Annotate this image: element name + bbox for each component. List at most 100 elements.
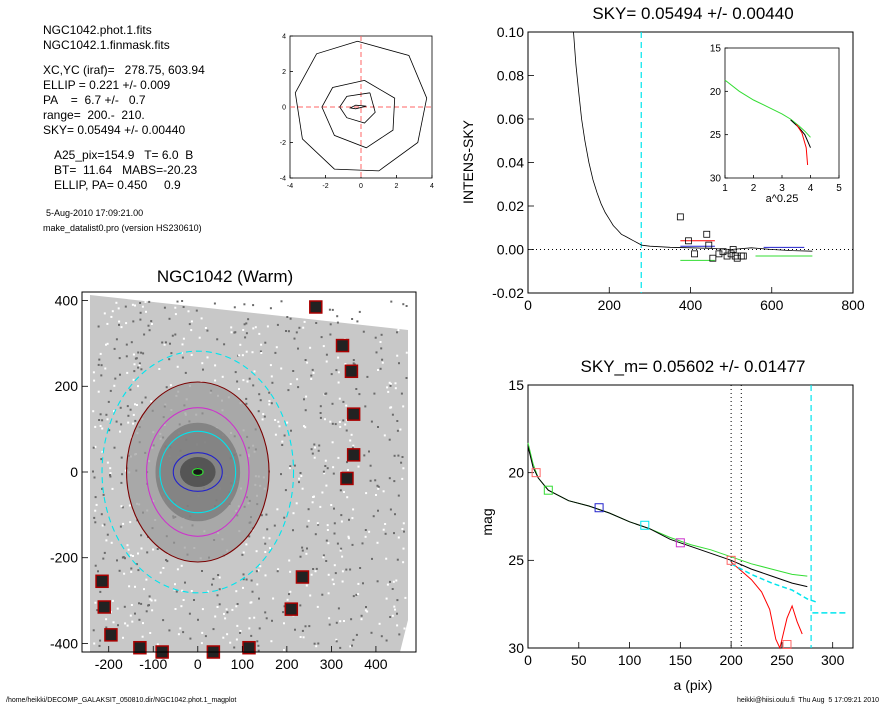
galaxy-noise-pixel xyxy=(100,458,103,461)
galaxy-noise-pixel xyxy=(109,475,112,478)
galaxy-noise-pixel xyxy=(100,513,103,516)
sky-ytick-label: 0.00 xyxy=(497,241,524,257)
galaxy-noise-pixel xyxy=(229,641,232,644)
galaxy-noise-pixel xyxy=(116,607,119,610)
galaxy-noise-pixel xyxy=(202,368,204,371)
galaxy-noise-pixel xyxy=(260,352,263,354)
galaxy-noise-pixel xyxy=(218,576,221,579)
galaxy-noise-pixel xyxy=(259,350,262,353)
galaxy-noise-pixel xyxy=(127,421,130,424)
galaxy-noise-pixel xyxy=(283,649,285,652)
galaxy-noise-pixel xyxy=(190,590,193,592)
galaxy-noise-pixel xyxy=(175,590,178,593)
galaxy-noise-pixel xyxy=(250,634,253,637)
galaxy-noise-pixel xyxy=(393,480,396,483)
galaxy-noise-pixel xyxy=(387,390,390,393)
galaxy-noise-pixel xyxy=(125,355,128,358)
galaxy-noise-pixel xyxy=(327,573,330,576)
galaxy-noise-pixel xyxy=(354,316,357,319)
mag-point xyxy=(640,520,650,530)
galaxy-noise-pixel xyxy=(333,522,336,525)
galaxy-noise-pixel xyxy=(280,473,282,476)
galaxy-noise-pixel xyxy=(218,588,221,591)
galaxy-noise-pixel xyxy=(357,593,360,596)
galaxy-noise-pixel xyxy=(370,420,373,423)
contour-chart: -4 -2 0 2 4 -4 -2 0 2 4 xyxy=(280,33,434,190)
galaxy-noise-pixel xyxy=(277,568,280,571)
galaxy-noise-pixel xyxy=(347,535,350,538)
galaxy-noise-pixel xyxy=(94,521,97,524)
galaxy-noise-pixel xyxy=(385,639,388,642)
galaxy-noise-pixel xyxy=(379,341,382,343)
galaxy-noise-pixel xyxy=(298,481,300,484)
galaxy-noise-pixel xyxy=(388,381,391,384)
contour-xtick-label: 0 xyxy=(359,183,363,190)
galaxy-noise-pixel xyxy=(358,393,361,396)
info-maskname: NGC1042.1.finmask.fits xyxy=(43,38,170,52)
galaxy-noise-pixel xyxy=(377,426,379,428)
galaxy-noise-pixel xyxy=(180,605,183,608)
galaxy-noise-pixel xyxy=(193,599,195,601)
sky-point xyxy=(676,213,684,221)
galaxy-noise-pixel xyxy=(332,472,335,475)
galaxy-noise-pixel xyxy=(106,322,109,325)
galaxy-noise-pixel xyxy=(292,370,295,372)
galaxy-noise-pixel xyxy=(339,646,342,649)
galaxy-noise-pixel xyxy=(271,381,274,384)
galaxy-noise-pixel xyxy=(265,617,268,620)
galaxy-noise-pixel xyxy=(144,301,147,303)
galaxy-noise-pixel xyxy=(238,388,240,390)
galaxy-noise-pixel xyxy=(242,379,245,382)
galaxy-noise-pixel xyxy=(134,585,136,588)
galaxy-noise-pixel xyxy=(174,313,177,316)
sky-chart-ylabel: INTENS-SKY xyxy=(460,119,476,204)
galaxy-noise-pixel xyxy=(233,646,236,649)
mag-point xyxy=(675,538,685,548)
galaxy-ytick-label: 400 xyxy=(55,292,79,308)
galaxy-noise-pixel xyxy=(239,630,242,632)
galaxy-noise-pixel xyxy=(134,419,137,422)
info-bt: BT= 11.64 MABS=-20.23 xyxy=(54,163,198,177)
galaxy-noise-pixel xyxy=(360,614,363,617)
galaxy-noise-pixel xyxy=(324,418,326,421)
galaxy-noise-pixel xyxy=(295,331,298,334)
galaxy-noise-pixel xyxy=(345,568,348,571)
galaxy-noise-pixel xyxy=(119,430,121,433)
galaxy-noise-pixel xyxy=(276,508,279,511)
galaxy-noise-pixel xyxy=(257,410,260,413)
galaxy-noise-pixel xyxy=(248,617,251,620)
galaxy-noise-pixel xyxy=(357,465,360,468)
mag-point xyxy=(531,468,541,478)
galaxy-noise-pixel xyxy=(92,470,94,473)
galaxy-noise-pixel xyxy=(343,620,345,622)
galaxy-noise-pixel xyxy=(336,321,339,324)
sky-point xyxy=(727,250,735,258)
galaxy-noise-pixel xyxy=(211,583,213,586)
galaxy-noise-pixel xyxy=(325,539,328,542)
info-filename: NGC1042.phot.1.fits xyxy=(43,23,152,37)
galaxy-masked-star xyxy=(295,570,310,584)
galaxy-noise-pixel xyxy=(226,611,229,614)
galaxy-noise-pixel xyxy=(340,547,343,550)
galaxy-noise-pixel xyxy=(105,539,108,542)
galaxy-noise-pixel xyxy=(103,523,106,526)
galaxy-noise-pixel xyxy=(255,550,258,553)
galaxy-noise-pixel xyxy=(245,578,248,581)
galaxy-noise-pixel xyxy=(181,343,184,346)
galaxy-noise-pixel xyxy=(170,352,173,355)
galaxy-noise-pixel xyxy=(119,373,121,376)
sky-point xyxy=(691,250,698,258)
galaxy-noise-pixel xyxy=(171,334,174,337)
galaxy-noise-pixel xyxy=(330,504,333,506)
galaxy-masked-star xyxy=(133,640,147,655)
galaxy-noise-pixel xyxy=(346,496,349,499)
galaxy-noise-pixel xyxy=(190,329,193,332)
galaxy-noise-pixel xyxy=(284,489,287,492)
galaxy-noise-pixel xyxy=(374,336,377,339)
galaxy-noise-pixel xyxy=(269,364,272,367)
galaxy-noise-pixel xyxy=(138,618,141,621)
galaxy-noise-pixel xyxy=(285,330,287,332)
galaxy-noise-pixel xyxy=(335,638,338,641)
galaxy-noise-pixel xyxy=(344,423,347,426)
galaxy-noise-pixel xyxy=(299,555,302,558)
